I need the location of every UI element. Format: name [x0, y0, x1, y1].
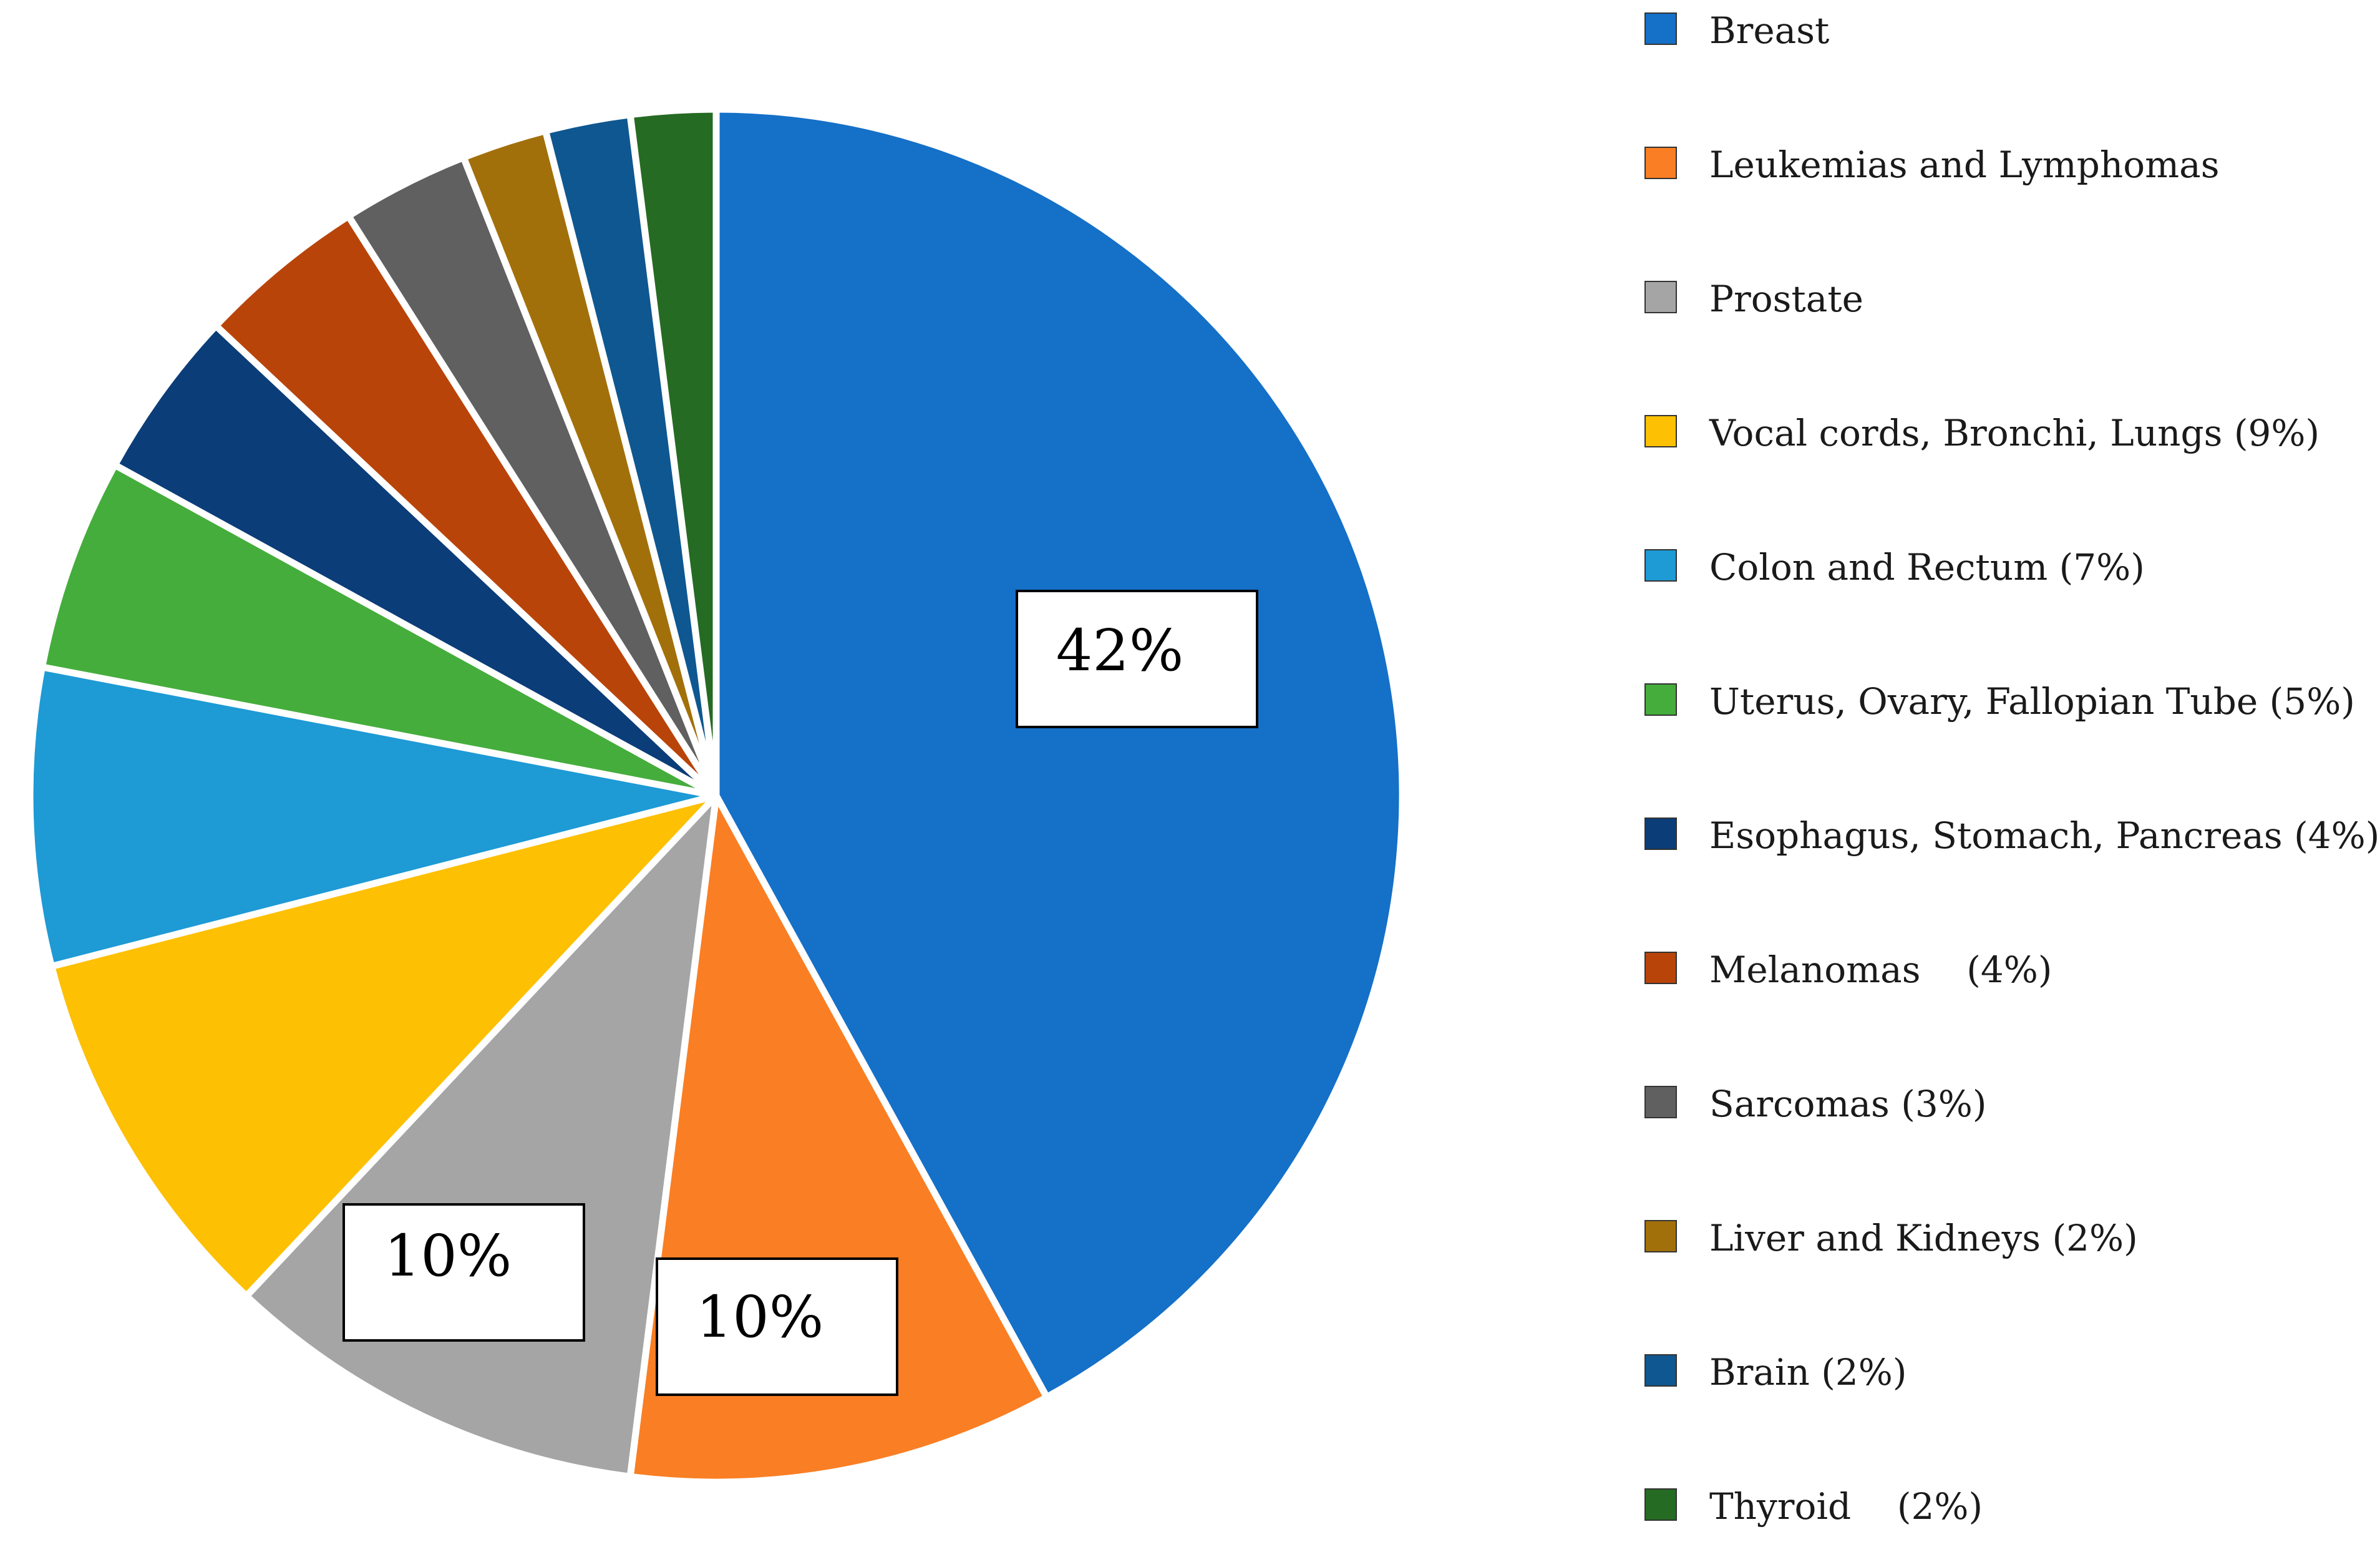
legend-swatch — [1644, 1354, 1677, 1387]
data-label-leukemias-and-lymphomas: 10% — [656, 1257, 898, 1396]
legend-label: Breast — [1709, 9, 1829, 52]
pie-slice-breast — [712, 105, 1406, 1401]
data-label-box — [342, 1203, 585, 1342]
legend-item-thyroid: Thyroid (2%) — [1644, 1485, 1983, 1528]
data-label-breast: 42% — [1016, 590, 1258, 728]
legend-item-esophagus-stomach-pancreas: Esophagus, Stomach, Pancreas (4%) — [1644, 814, 2379, 857]
legend-item-vocal-cords-bronchi-lungs: Vocal cords, Bronchi, Lungs (9%) — [1644, 412, 2319, 454]
legend-swatch — [1644, 683, 1677, 716]
legend-label: Thyroid (2%) — [1709, 1485, 1983, 1528]
legend-item-uterus-ovary-fallopian-tube: Uterus, Ovary, Fallopian Tube (5%) — [1644, 680, 2355, 723]
pie-slice-thyroid — [626, 105, 720, 799]
pie-slices — [26, 105, 1406, 1486]
legend-label: Leukemias and Lymphomas — [1709, 144, 2220, 186]
pie-slice-melanomas — [212, 212, 720, 799]
legend-label: Liver and Kidneys (2%) — [1709, 1217, 2138, 1259]
pie-slice-esophagus-stomach-pancreas — [111, 322, 720, 799]
legend-swatch — [1644, 1488, 1677, 1521]
legend-label: Colon and Rectum (7%) — [1709, 546, 2145, 588]
legend-label: Vocal cords, Bronchi, Lungs (9%) — [1709, 412, 2319, 454]
legend-swatch — [1644, 281, 1677, 313]
legend-swatch — [1644, 147, 1677, 179]
legend-label: Esophagus, Stomach, Pancreas (4%) — [1709, 814, 2379, 857]
legend-item-brain: Brain (2%) — [1644, 1351, 1907, 1393]
data-label-text: 42% — [1056, 617, 1183, 684]
pie-slice-uterus-ovary-fallopian-tube — [38, 461, 720, 799]
legend-item-melanomas: Melanomas (4%) — [1644, 949, 2052, 991]
pie-slice-vocal-cords-bronchi-lungs — [48, 792, 720, 1300]
data-label-text: 10% — [696, 1284, 823, 1350]
legend-item-sarcomas: Sarcomas (3%) — [1644, 1083, 1987, 1125]
data-label-prostate: 10% — [342, 1203, 585, 1342]
data-label-text: 10% — [384, 1222, 512, 1289]
data-labels: 42% 10% 10% — [342, 590, 1258, 1396]
legend-swatch — [1644, 952, 1677, 984]
legend-swatch — [1644, 549, 1677, 582]
legend-swatch — [1644, 415, 1677, 447]
legend-label: Uterus, Ovary, Fallopian Tube (5%) — [1709, 680, 2355, 723]
legend-label: Melanomas (4%) — [1709, 949, 2052, 991]
data-label-box — [1016, 590, 1258, 728]
legend-label: Brain (2%) — [1709, 1351, 1907, 1393]
legend-item-leukemias-and-lymphomas: Leukemias and Lymphomas — [1644, 144, 2220, 186]
legend-swatch — [1644, 817, 1677, 850]
legend-item-colon-and-rectum: Colon and Rectum (7%) — [1644, 546, 2145, 588]
legend-item-breast: Breast — [1644, 9, 1829, 52]
legend-swatch — [1644, 1220, 1677, 1252]
legend-swatch — [1644, 12, 1677, 45]
legend-label: Prostate — [1709, 278, 1863, 320]
data-label-box — [656, 1257, 898, 1396]
legend-item-prostate: Prostate — [1644, 278, 1863, 320]
legend-swatch — [1644, 1086, 1677, 1118]
legend: Breast Leukemias and Lymphomas Prostate Voc… — [1644, 9, 2379, 1528]
pie-slice-colon-and-rectum — [26, 663, 720, 970]
legend-label: Sarcomas (3%) — [1709, 1083, 1987, 1125]
legend-item-liver-and-kidneys: Liver and Kidneys (2%) — [1644, 1217, 2138, 1259]
